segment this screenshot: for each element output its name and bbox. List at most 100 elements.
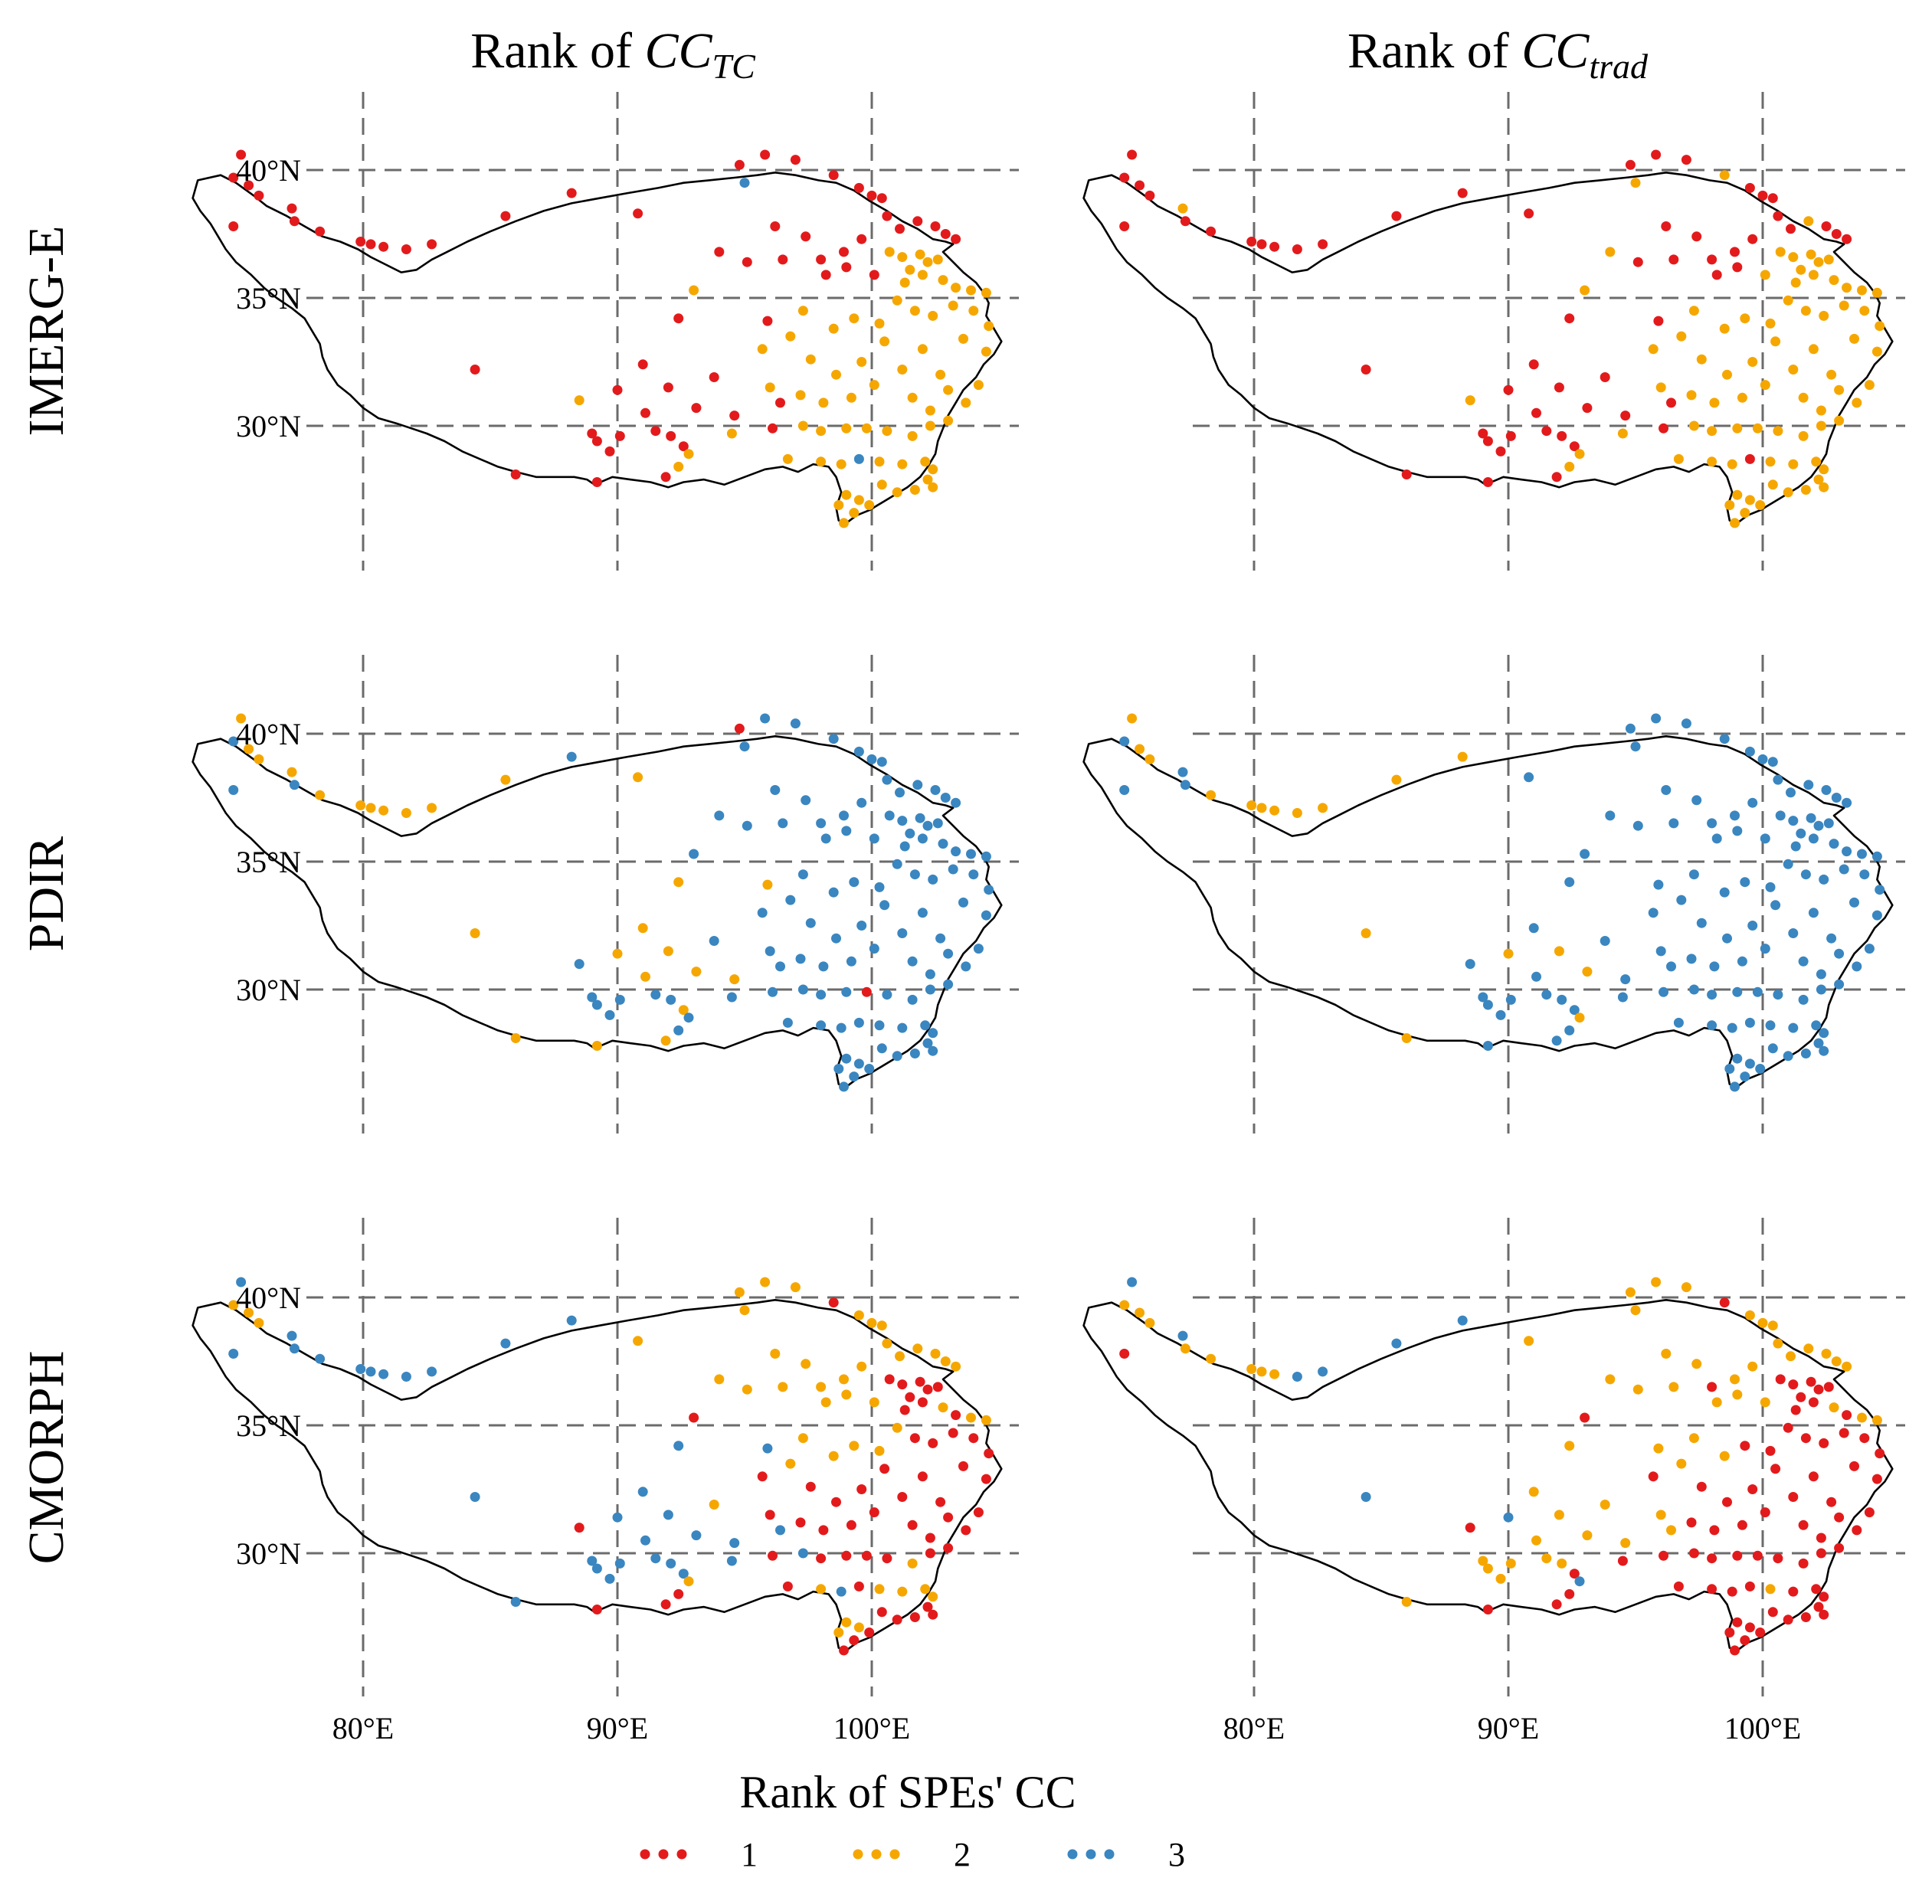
station-point-rank-3 xyxy=(1842,797,1852,808)
station-point-rank-2 xyxy=(816,456,827,467)
station-point-rank-3 xyxy=(1783,859,1793,869)
station-point-rank-2 xyxy=(882,1338,892,1349)
station-point-rank-1 xyxy=(1747,234,1758,244)
station-point-rank-2 xyxy=(1630,1305,1641,1316)
station-point-rank-2 xyxy=(612,948,623,959)
station-point-rank-2 xyxy=(841,1617,852,1628)
station-point-rank-1 xyxy=(1806,1376,1816,1387)
panel-cmorph-trad xyxy=(1082,1218,1905,1696)
station-point-rank-1 xyxy=(984,1448,994,1459)
station-point-rank-1 xyxy=(849,1635,860,1646)
station-point-rank-1 xyxy=(932,1382,943,1392)
station-point-rank-3 xyxy=(726,1556,737,1566)
station-point-rank-1 xyxy=(1819,1592,1829,1602)
station-point-rank-3 xyxy=(869,944,879,954)
station-point-rank-3 xyxy=(1180,780,1190,790)
station-point-rank-2 xyxy=(925,420,935,431)
station-point-rank-2 xyxy=(1541,1553,1552,1564)
station-point-rank-3 xyxy=(856,797,867,808)
station-point-rank-3 xyxy=(841,986,852,997)
station-point-rank-2 xyxy=(833,500,844,510)
station-point-rank-3 xyxy=(920,1020,931,1031)
station-point-rank-1 xyxy=(566,188,577,198)
station-point-rank-1 xyxy=(1808,1397,1819,1408)
station-point-rank-1 xyxy=(762,316,773,326)
station-point-rank-1 xyxy=(1564,1588,1575,1599)
station-point-rank-3 xyxy=(1732,986,1743,997)
station-point-rank-3 xyxy=(604,1009,615,1020)
station-point-rank-1 xyxy=(1648,1471,1659,1482)
station-point-rank-1 xyxy=(958,1461,968,1471)
station-point-rank-1 xyxy=(981,1474,991,1484)
plateau-outline xyxy=(1082,1299,1894,1652)
station-point-rank-2 xyxy=(1819,310,1829,321)
station-point-rank-2 xyxy=(1719,1451,1730,1461)
station-point-rank-2 xyxy=(1775,247,1786,257)
station-point-rank-2 xyxy=(917,270,928,280)
station-point-rank-2 xyxy=(841,489,852,500)
station-point-rank-3 xyxy=(897,928,908,938)
station-point-rank-3 xyxy=(1744,1017,1755,1028)
station-point-rank-2 xyxy=(1744,1310,1755,1320)
station-point-rank-2 xyxy=(1773,426,1783,437)
station-point-rank-3 xyxy=(1744,746,1755,757)
station-point-rank-1 xyxy=(1524,208,1534,219)
station-point-rank-2 xyxy=(1292,808,1302,818)
station-point-rank-1 xyxy=(1292,244,1302,254)
station-point-rank-2 xyxy=(1765,1584,1776,1595)
station-point-rank-3 xyxy=(1819,1028,1829,1039)
y-tick-label: 40°N xyxy=(236,1281,301,1315)
station-point-rank-1 xyxy=(839,247,849,257)
station-point-rank-3 xyxy=(984,885,994,895)
station-point-rank-1 xyxy=(1740,1635,1750,1646)
y-tick-label: 35°N xyxy=(236,845,301,879)
station-point-rank-1 xyxy=(1730,247,1740,257)
station-point-rank-2 xyxy=(401,808,411,818)
station-point-rank-1 xyxy=(795,1517,806,1528)
station-point-rank-3 xyxy=(1765,1020,1776,1031)
station-point-rank-2 xyxy=(1580,285,1590,296)
station-point-rank-1 xyxy=(922,1384,933,1395)
station-point-rank-3 xyxy=(1177,1330,1188,1341)
station-point-rank-3 xyxy=(1767,1043,1778,1054)
station-point-rank-2 xyxy=(984,321,994,332)
station-point-rank-3 xyxy=(899,841,910,852)
station-point-rank-1 xyxy=(614,430,625,441)
station-point-rank-2 xyxy=(1857,1412,1867,1423)
station-point-rank-1 xyxy=(917,1397,928,1408)
station-point-rank-3 xyxy=(1732,826,1743,836)
station-point-rank-3 xyxy=(968,869,979,880)
station-point-rank-2 xyxy=(673,461,684,472)
station-point-rank-1 xyxy=(1747,1484,1758,1494)
station-point-rank-2 xyxy=(1686,390,1697,401)
station-point-rank-3 xyxy=(1811,1020,1822,1031)
station-point-rank-1 xyxy=(961,1525,971,1536)
station-point-rank-2 xyxy=(1842,1361,1852,1372)
station-point-rank-3 xyxy=(912,780,923,790)
station-point-rank-1 xyxy=(876,193,887,204)
station-point-rank-2 xyxy=(1505,1558,1516,1569)
x-tick-label: 80°E xyxy=(1223,1711,1285,1745)
station-point-rank-2 xyxy=(1648,344,1659,355)
station-point-rank-1 xyxy=(1269,241,1280,252)
station-point-rank-1 xyxy=(1744,1622,1755,1633)
station-point-rank-1 xyxy=(1788,1492,1799,1502)
station-point-rank-1 xyxy=(510,469,521,479)
station-point-rank-1 xyxy=(1730,1645,1740,1656)
station-point-rank-3 xyxy=(1681,718,1691,729)
station-point-rank-3 xyxy=(770,785,781,795)
station-point-rank-3 xyxy=(228,1349,239,1359)
station-point-rank-2 xyxy=(1803,216,1814,227)
station-point-rank-2 xyxy=(958,333,968,344)
station-point-rank-1 xyxy=(587,428,598,439)
station-point-rank-1 xyxy=(882,211,892,221)
station-point-rank-2 xyxy=(1318,803,1328,813)
station-point-rank-2 xyxy=(839,518,849,528)
station-point-rank-1 xyxy=(1318,239,1328,250)
station-point-rank-3 xyxy=(928,1028,938,1039)
station-point-rank-1 xyxy=(1826,1497,1837,1507)
station-point-rank-2 xyxy=(1206,1353,1217,1364)
station-point-rank-3 xyxy=(925,969,935,980)
station-point-rank-1 xyxy=(879,1464,890,1474)
station-point-rank-1 xyxy=(709,372,719,382)
